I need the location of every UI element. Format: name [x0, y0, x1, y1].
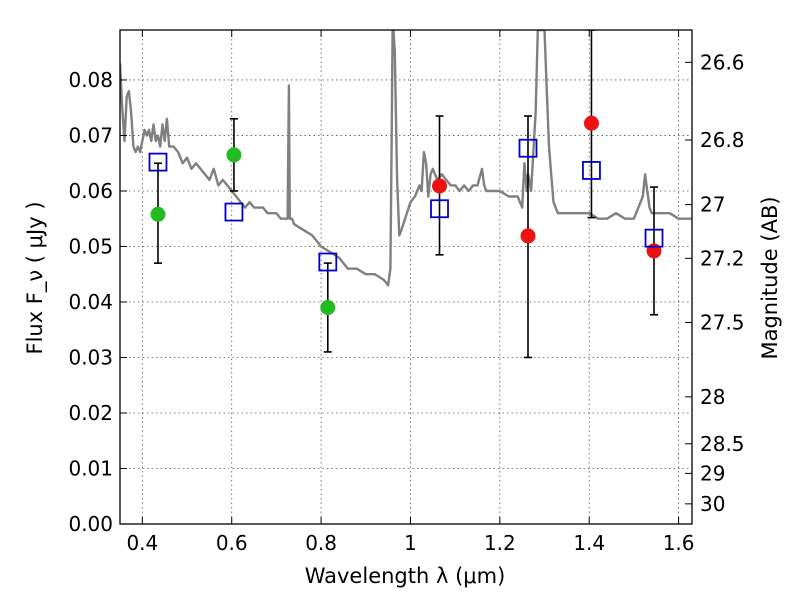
y-tick-label: 0.07 — [68, 123, 113, 147]
grid — [120, 30, 692, 525]
y2-tick-label: 27 — [700, 193, 725, 217]
data-point-layer — [148, 115, 664, 316]
model-square-point — [148, 152, 168, 172]
red-data-point — [520, 228, 536, 244]
y2-tick-label: 27.2 — [700, 246, 745, 270]
y2-tick-label: 26.8 — [700, 128, 745, 152]
y2-tick-label: 27.5 — [700, 310, 745, 334]
plot-frame — [119, 29, 693, 525]
y2-tick-label: 28.5 — [700, 432, 745, 456]
y-tick-label: 0.03 — [68, 345, 113, 369]
y2-axis-label: Magnitude (AB) — [758, 196, 782, 359]
model-square-point — [224, 202, 244, 222]
error-bar-layer — [153, 30, 659, 359]
y2-tick-label: 30 — [700, 492, 725, 516]
green-data-point — [226, 147, 242, 163]
y-tick-label: 0.05 — [68, 234, 113, 258]
model-square-point — [644, 228, 664, 248]
model-spectrum-line — [120, 30, 692, 287]
y-tick-label: 0.01 — [68, 456, 113, 480]
y-tick-label: 0.06 — [68, 179, 113, 203]
model-square-point — [430, 199, 449, 219]
x-tick-label: 0.8 — [305, 531, 337, 555]
y-tick-label: 0.08 — [68, 68, 113, 92]
axis-ticks: 0.4 0.6 0.8 1 1.2 1.4 1.6 0.00 0.01 0.02 0.03 0.04 0… — [68, 30, 745, 555]
green-data-point — [150, 206, 166, 222]
green-data-point — [320, 300, 336, 316]
x-tick-label: 0.4 — [126, 531, 158, 555]
y-axis-label: Flux F_ν ( μJy ) — [23, 201, 48, 354]
y-tick-label: 0.00 — [68, 512, 113, 536]
y-tick-label: 0.04 — [68, 290, 113, 314]
model-square-point — [318, 252, 338, 272]
y2-tick-label: 29 — [700, 461, 725, 485]
x-tick-label: 0.6 — [216, 531, 248, 555]
model-spectrum-layer — [120, 30, 692, 287]
y-tick-label: 0.02 — [68, 401, 113, 425]
x-axis-label: Wavelength λ (μm) — [305, 564, 506, 588]
y2-tick-label: 28 — [700, 385, 725, 409]
red-data-point — [432, 178, 448, 194]
model-square-point — [582, 161, 601, 180]
y2-tick-label: 26.6 — [700, 50, 745, 74]
red-data-point — [646, 243, 662, 259]
x-tick-label: 1.2 — [484, 531, 516, 555]
x-tick-label: 1.4 — [573, 531, 605, 555]
red-data-point — [583, 115, 599, 131]
x-tick-label: 1 — [404, 531, 417, 555]
model-square-point — [518, 138, 538, 158]
x-tick-label: 1.6 — [663, 531, 695, 555]
